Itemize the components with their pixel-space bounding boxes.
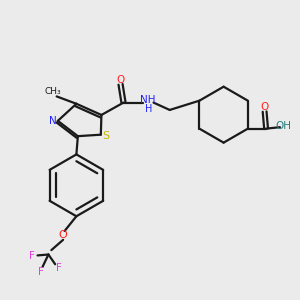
Text: NH: NH [140, 95, 155, 105]
Text: F: F [56, 263, 62, 273]
Text: F: F [29, 251, 35, 261]
Text: CH₃: CH₃ [44, 88, 61, 97]
Text: O: O [59, 230, 68, 240]
Text: S: S [102, 131, 110, 141]
Text: O: O [260, 102, 269, 112]
Text: O: O [116, 75, 125, 85]
Text: F: F [38, 267, 44, 277]
Text: H: H [145, 104, 152, 114]
Text: OH: OH [275, 121, 292, 131]
Text: N: N [49, 116, 57, 126]
